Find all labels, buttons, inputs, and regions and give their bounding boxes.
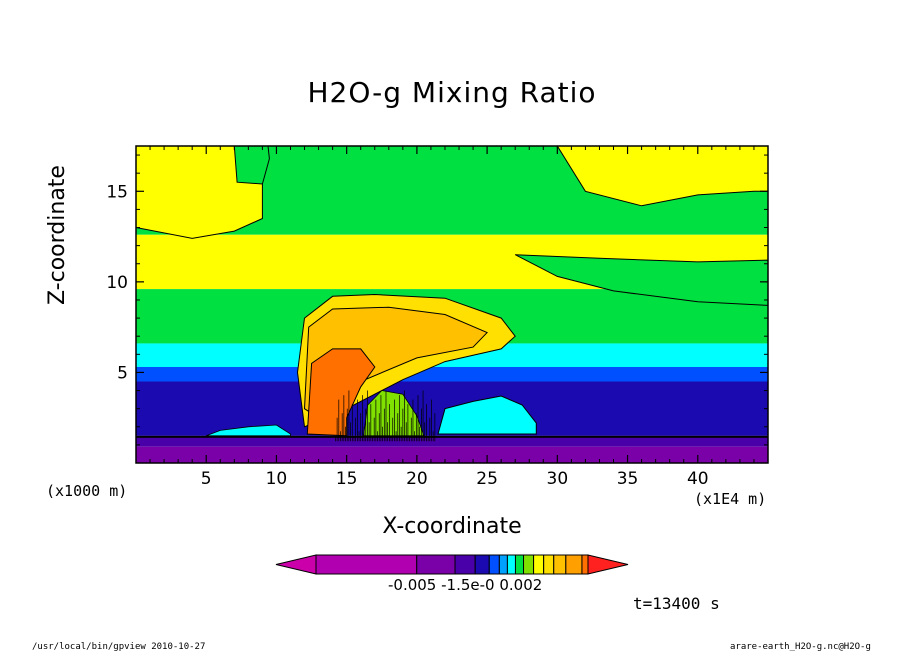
chart-title: H2O-g Mixing Ratio bbox=[307, 76, 597, 109]
x-tick-label: 35 bbox=[617, 469, 639, 489]
footer-right: arare-earth_H2O-g.nc@H2O-g bbox=[730, 642, 871, 652]
colorbar-label: -1.5e-0 bbox=[441, 576, 495, 594]
x-axis-label: X-coordinate bbox=[382, 514, 522, 539]
colorbar-cell bbox=[533, 554, 545, 575]
field-layer bbox=[136, 146, 768, 463]
y-tick-label: 15 bbox=[106, 182, 128, 202]
field-region bbox=[136, 146, 263, 239]
x-unit-left: (x1000 m) bbox=[46, 482, 128, 500]
field-region bbox=[437, 395, 537, 435]
colorbar-cell bbox=[565, 554, 583, 575]
field-region bbox=[206, 424, 291, 437]
x-tick-label: 20 bbox=[406, 469, 428, 489]
colorbar-cell bbox=[315, 554, 418, 575]
colorbar-cell bbox=[498, 554, 508, 575]
colorbar-labels: -0.005 -1.5e-0 0.002 bbox=[388, 576, 542, 594]
field-band bbox=[136, 435, 768, 447]
x-tick-label: 30 bbox=[547, 469, 569, 489]
x-unit-right: (x1E4 m) bbox=[694, 490, 767, 508]
y-tick-label: 10 bbox=[106, 273, 128, 293]
field-band bbox=[136, 366, 768, 382]
colorbar-cell bbox=[416, 554, 456, 575]
time-label: t=13400 s bbox=[633, 594, 720, 613]
x-tick-label: 10 bbox=[266, 469, 288, 489]
field-band bbox=[136, 446, 768, 463]
colorbar-cell bbox=[523, 554, 535, 575]
colorbar-cell bbox=[553, 554, 567, 575]
colorbar-cell bbox=[454, 554, 476, 575]
y-axis-label: Z-coordinate bbox=[45, 165, 70, 305]
footer-left: /usr/local/bin/gpview 2010-10-27 bbox=[32, 642, 206, 652]
x-tick-label: 5 bbox=[201, 469, 212, 489]
colorbar-arrow-left bbox=[275, 554, 317, 575]
x-tick-label: 25 bbox=[476, 469, 498, 489]
x-tick-label: 40 bbox=[687, 469, 709, 489]
colorbar-arrow-right bbox=[587, 554, 629, 575]
colorbar-cell bbox=[474, 554, 490, 575]
colorbar-cell bbox=[581, 554, 589, 575]
field-region bbox=[556, 146, 768, 207]
field-region bbox=[514, 254, 768, 306]
y-tick-label: 5 bbox=[117, 363, 128, 383]
field-region bbox=[306, 348, 376, 437]
x-tick-label: 15 bbox=[336, 469, 358, 489]
plot-frame bbox=[135, 145, 769, 464]
colorbar-cell bbox=[506, 554, 516, 575]
field-region bbox=[233, 146, 270, 185]
colorbar-label: 0.002 bbox=[499, 576, 543, 594]
colorbar-label: -0.005 bbox=[388, 576, 437, 594]
colorbar-cell bbox=[488, 554, 500, 575]
surface-contour bbox=[136, 435, 768, 438]
colorbar-cell bbox=[514, 554, 525, 575]
colorbar-cell bbox=[543, 554, 555, 575]
